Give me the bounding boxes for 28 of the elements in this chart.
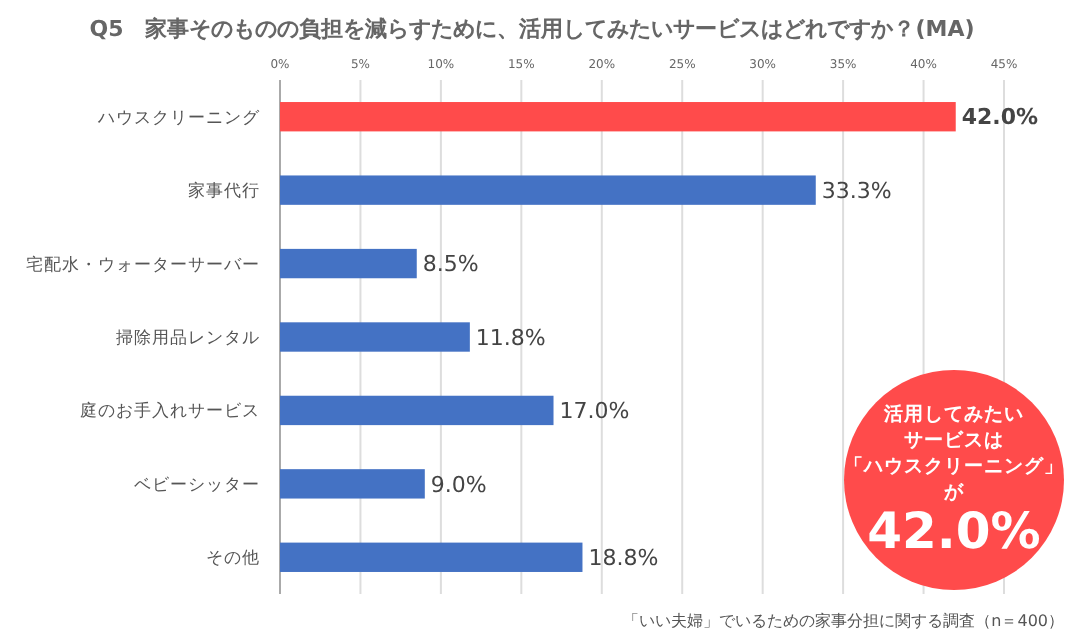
annotation: 42.0% <box>867 502 1041 560</box>
data-label: 42.0% <box>961 104 1039 131</box>
y-tick-label: その他 <box>206 547 260 570</box>
annotation: 「ハウスクリーニング」 <box>844 454 1064 478</box>
data-label: 11.8% <box>475 324 546 351</box>
data-label: 9.0% <box>430 471 487 498</box>
y-tick-label: ベビーシッター <box>134 473 260 496</box>
bar <box>280 248 417 279</box>
y-tick-label: 宅配水・ウォーターサーバー <box>26 253 260 276</box>
annotation: サービスは <box>904 428 1004 452</box>
bar <box>280 469 425 499</box>
data-label: 18.8% <box>588 544 659 571</box>
bar <box>280 102 956 132</box>
y-tick-label: ハウスクリーニング <box>96 106 262 129</box>
chart-title: Q5 家事そのものの負担を減らすために、活用してみたいサービスはどれですか？(MA) <box>89 16 975 42</box>
y-tick-label: 庭のお手入れサービス <box>80 400 260 423</box>
data-label: 17.0% <box>559 398 630 425</box>
y-tick-label: 掃除用品レンタル <box>116 326 260 349</box>
bar <box>280 175 816 205</box>
bar <box>280 322 470 352</box>
bar <box>280 542 583 572</box>
data-label: 8.5% <box>422 251 479 278</box>
annotation: が <box>942 482 966 504</box>
annotation: 活用してみたい <box>882 402 1024 426</box>
data-label: 33.3% <box>821 177 892 204</box>
text: 「いい夫婦」でいるための家事分担に関する調査（n＝400） <box>623 612 1064 630</box>
y-tick-label: 家事代行 <box>188 180 260 203</box>
bar <box>280 395 554 426</box>
